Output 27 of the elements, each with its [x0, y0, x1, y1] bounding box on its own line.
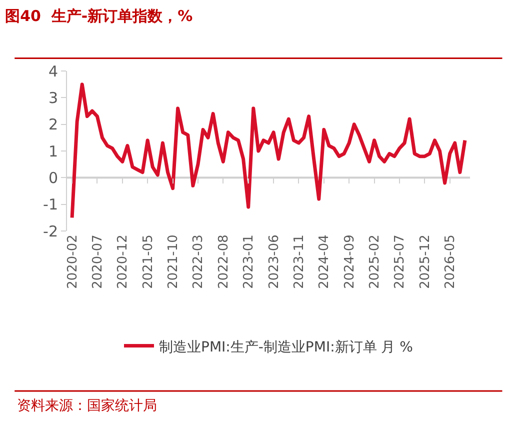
x-tick-label: 2022-08: [216, 234, 232, 289]
y-tick-label: 2: [48, 116, 58, 134]
x-tick-label: 2025-12: [418, 234, 433, 289]
x-tick-label: 2022-03: [191, 234, 206, 289]
y-tick-label: 1: [48, 142, 58, 160]
x-tick-label: 2023-11: [292, 234, 307, 289]
x-tick-label: 2025-02: [368, 234, 383, 289]
x-tick-label: 2025-07: [392, 234, 408, 289]
legend-label: 制造业PMI:生产-制造业PMI:新订单 月 %: [159, 339, 413, 356]
x-tick-label: 2020-12: [116, 234, 131, 289]
x-tick-label: 2020-07: [90, 234, 106, 289]
x-tick-label: 2024-04: [317, 234, 332, 289]
y-tick-label: 4: [48, 62, 58, 80]
line-series: [70, 82, 467, 220]
y-tick-label: -2: [43, 222, 58, 240]
chart-title: 图40 生产-新订单指数，%: [5, 7, 193, 26]
x-tick-label: 2026-05: [443, 234, 458, 289]
y-tick-label: -1: [43, 196, 58, 214]
y-tick-label: 3: [48, 88, 58, 107]
x-tick-label: 2021-05: [140, 234, 156, 289]
text: 资料来源：国家统计局: [17, 398, 157, 414]
x-tick-label: 2023-01: [242, 234, 257, 289]
x-tick-label: 2021-10: [166, 234, 182, 289]
y-tick-label: 0: [48, 168, 58, 187]
x-tick-label: 2020-02: [65, 234, 80, 289]
x-tick-label: 2024-09: [342, 234, 358, 289]
x-tick-label: 2023-06: [266, 234, 282, 289]
